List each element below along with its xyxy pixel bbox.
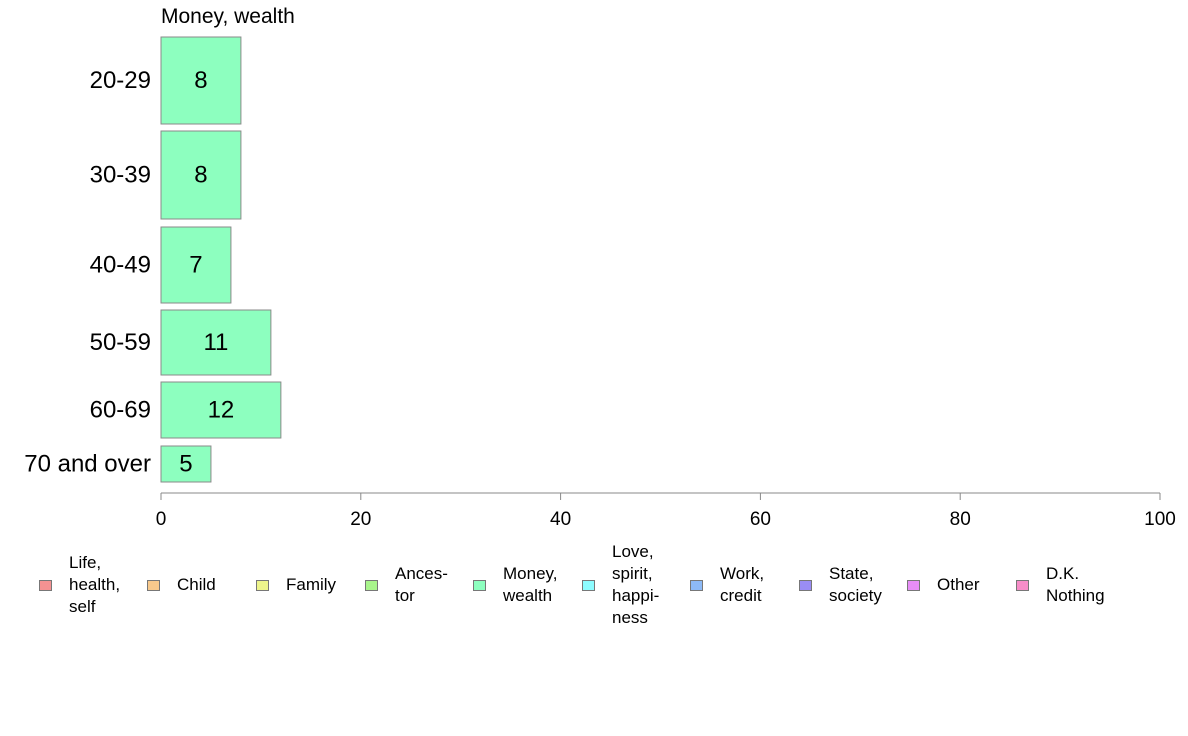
legend-label: Money, wealth	[503, 564, 558, 605]
legend-swatch	[147, 579, 160, 591]
x-axis: 0 20 40 60 80 100	[156, 492, 1176, 530]
legend-swatch	[365, 579, 378, 591]
x-tick-label: 80	[950, 509, 971, 530]
bar-value-label: 11	[203, 329, 228, 356]
x-tick-label: 40	[550, 509, 571, 530]
legend-label: Work, credit	[720, 564, 765, 605]
bar-value-label: 7	[189, 252, 202, 279]
legend-swatch	[39, 579, 52, 591]
legend-item: Life, health, self	[39, 540, 120, 630]
legend-item: Money, wealth	[473, 540, 558, 630]
legend-swatch	[1016, 579, 1029, 591]
legend-label: State, society	[829, 564, 882, 605]
legend-swatch	[256, 579, 269, 591]
bar-20-29	[160, 36, 242, 125]
legend-label: Ances- tor	[395, 564, 448, 605]
category-label: 20-29	[90, 67, 151, 94]
x-tick-label: 60	[750, 509, 771, 530]
x-tick-label: 20	[350, 509, 371, 530]
x-tick-label: 0	[156, 509, 167, 530]
legend-label: Other	[937, 575, 980, 594]
category-label: 70 and over	[24, 451, 151, 478]
legend-item: Child	[147, 540, 216, 630]
legend-item: Other	[907, 540, 980, 630]
legend-item: Love, spirit, happi- ness	[582, 540, 659, 630]
legend-label: Child	[177, 575, 216, 594]
bar-value-label: 12	[208, 397, 235, 424]
bar-chart: Money, wealth 8 20-29 8 30-39 7 40-49 11 50-59 1…	[24, 5, 1176, 530]
x-tick-label: 100	[1144, 509, 1176, 530]
legend-swatch	[473, 579, 486, 591]
legend-swatch	[907, 579, 920, 591]
bar-70-and-over	[160, 445, 212, 483]
legend-label: Love, spirit, happi- ness	[612, 542, 660, 627]
category-label: 60-69	[90, 397, 151, 424]
category-label: 30-39	[90, 162, 151, 189]
bar-60-69	[160, 381, 282, 439]
legend-swatch	[799, 579, 812, 591]
legend-item: D.K. Nothing	[1016, 540, 1105, 630]
bars-group: 8 20-29 8 30-39 7 40-49 11 50-59 12 60-69 5 70 and …	[24, 36, 282, 483]
category-label: 40-49	[90, 252, 151, 279]
legend-item: Ances- tor	[365, 540, 448, 630]
legend-label: Life, health, self	[69, 553, 121, 616]
legend-swatch	[690, 579, 703, 591]
legend: Life, health, self Child Family Ances- tor M…	[30, 540, 1160, 630]
category-label: 50-59	[90, 329, 151, 356]
legend-item: Work, credit	[690, 540, 764, 630]
bar-50-59	[160, 309, 272, 376]
bar-value-label: 8	[194, 162, 207, 189]
bar-30-39	[160, 130, 242, 220]
legend-item: Family	[256, 540, 336, 630]
bar-value-label: 5	[179, 451, 192, 478]
legend-label: Family	[286, 575, 337, 594]
bar-40-49	[160, 226, 232, 304]
legend-item: State, society	[799, 540, 882, 630]
legend-label: D.K. Nothing	[1046, 564, 1105, 605]
bar-value-label: 8	[194, 67, 207, 94]
legend-swatch	[582, 579, 595, 591]
chart-title: Money, wealth	[161, 5, 295, 28]
